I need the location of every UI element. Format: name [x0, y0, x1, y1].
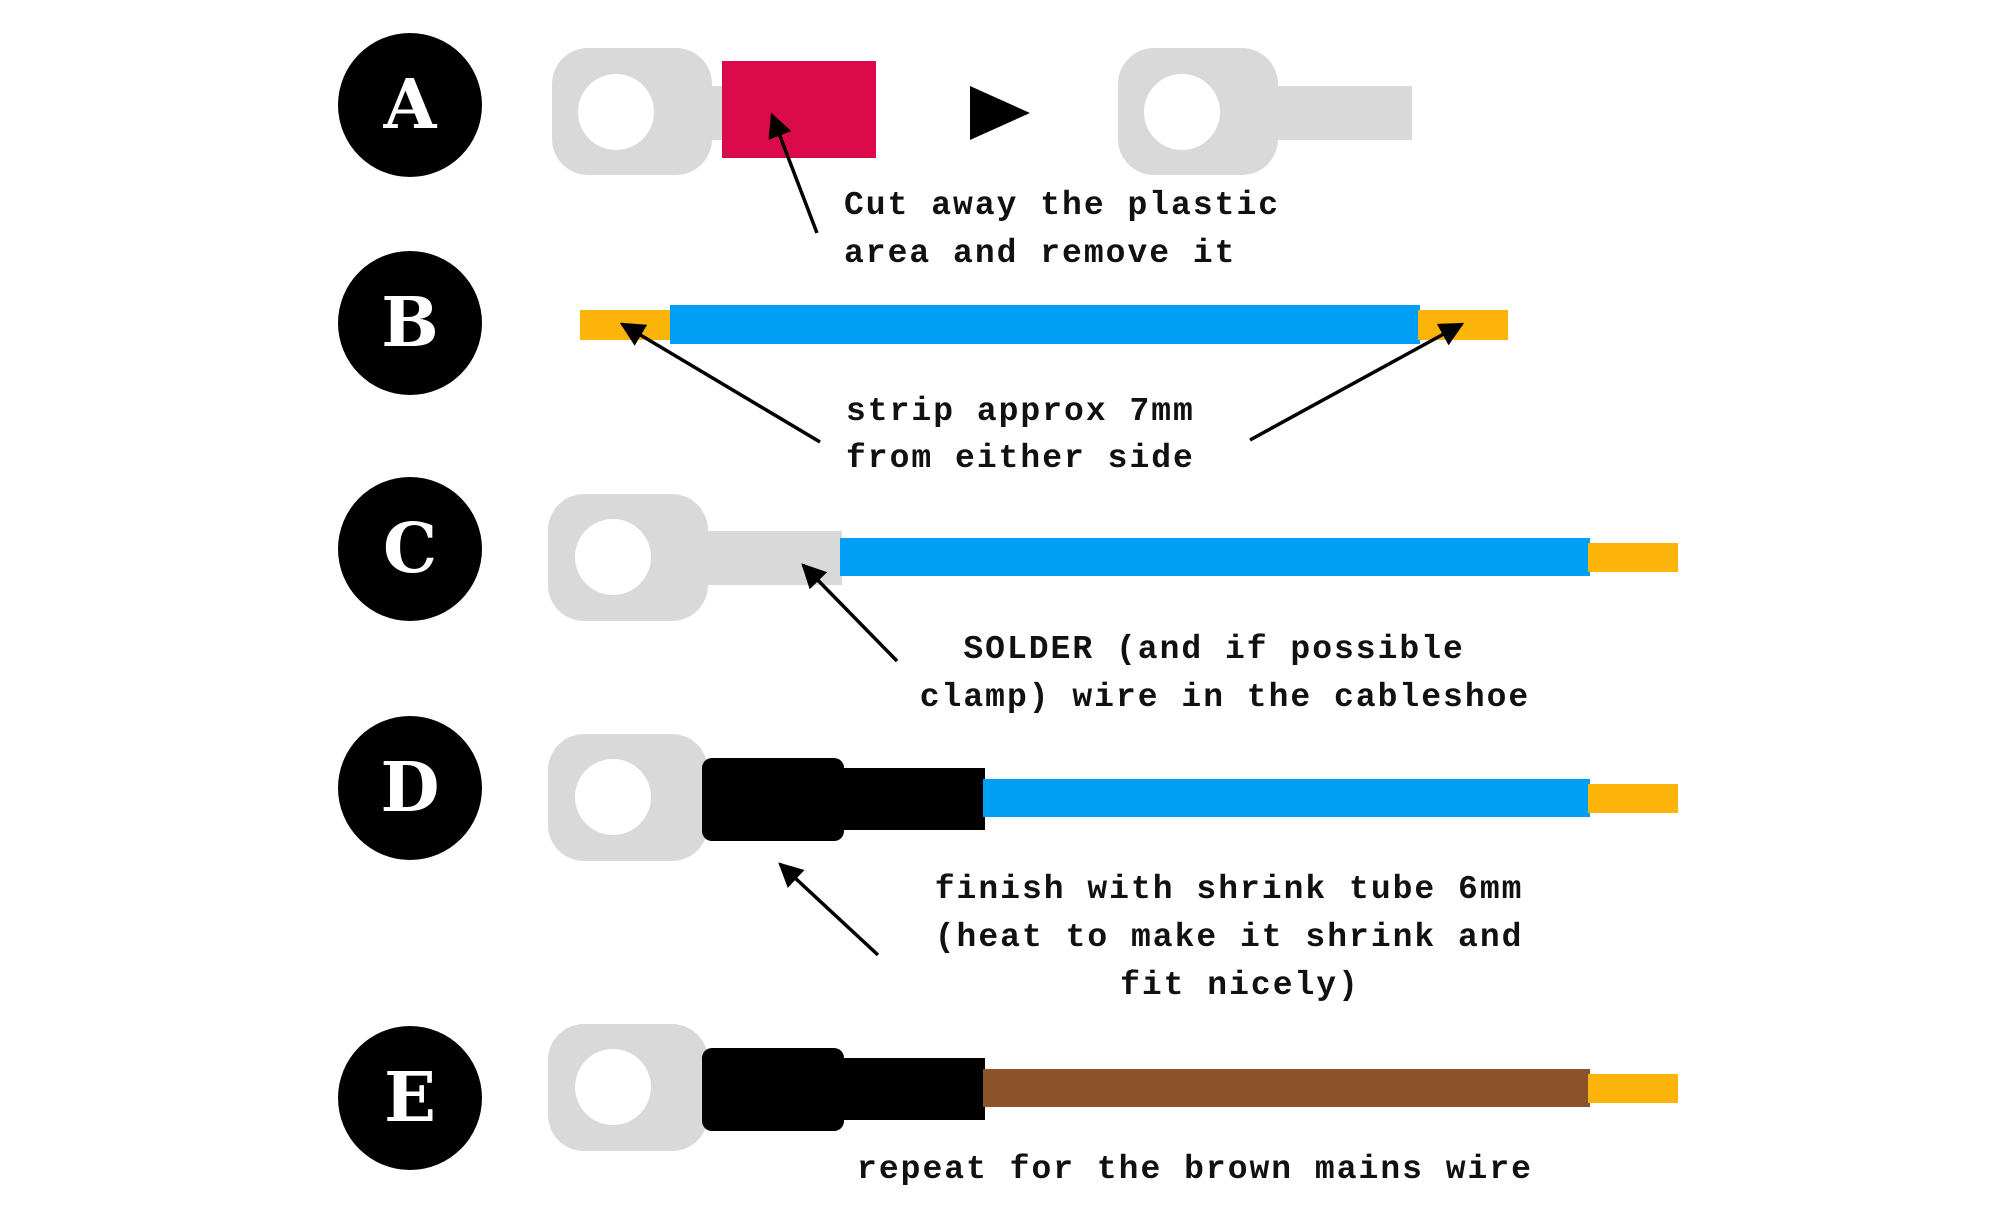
shrink-tube [702, 1048, 844, 1131]
shrink-tube-sleeve [835, 1058, 985, 1120]
step-b: B strip approx 7mm from either side [338, 251, 1508, 477]
cable-lug [548, 1024, 708, 1151]
copper-end [1588, 1074, 1678, 1103]
shrink-tube-sleeve [835, 768, 985, 830]
step-e: E repeat for the brown mains wire [338, 1024, 1678, 1188]
step-a: A Cut away the plastic area and remove i… [338, 33, 1412, 272]
step-badge [338, 33, 482, 177]
cable-lug [548, 494, 842, 621]
step-caption: repeat for the brown mains wire [857, 1151, 1533, 1188]
step-badge [338, 1026, 482, 1170]
arrow-icon [1249, 322, 1465, 442]
step-caption: finish with shrink tube 6mm (heat to mak… [935, 871, 1546, 1004]
step-letter: D [381, 748, 440, 828]
step-letter: A [383, 65, 438, 145]
copper-end [1588, 784, 1678, 813]
step-badge [338, 251, 482, 395]
step-letter: B [381, 283, 438, 363]
brown-wire [983, 1069, 1590, 1107]
plastic-insulation [722, 61, 876, 158]
copper-end [1588, 543, 1678, 572]
step-letter: E [384, 1058, 436, 1138]
step-c: C SOLDER (and if possible clamp) wire in… [338, 477, 1678, 716]
step-caption: strip approx 7mm from either side [846, 393, 1217, 477]
arrow-icon [619, 322, 821, 444]
step-d: D finish with shrink tube 6mm (heat to m… [338, 716, 1678, 1004]
step-badge [338, 477, 482, 621]
blue-wire [670, 305, 1420, 344]
cable-lug [552, 48, 730, 175]
cable-lug [548, 734, 708, 861]
play-triangle-icon [970, 86, 1030, 140]
shrink-tube [702, 758, 844, 841]
step-letter: C [383, 509, 437, 589]
step-badge [338, 716, 482, 860]
step-caption: Cut away the plastic area and remove it [844, 187, 1302, 272]
arrow-icon [801, 563, 899, 663]
blue-wire [840, 538, 1590, 576]
blue-wire [983, 779, 1590, 817]
step-caption: SOLDER (and if possible clamp) wire in t… [920, 631, 1531, 716]
arrow-icon [768, 112, 819, 234]
cable-lug-stripped [1118, 48, 1412, 175]
copper-end-right [1418, 310, 1508, 340]
arrow-icon [778, 862, 880, 957]
